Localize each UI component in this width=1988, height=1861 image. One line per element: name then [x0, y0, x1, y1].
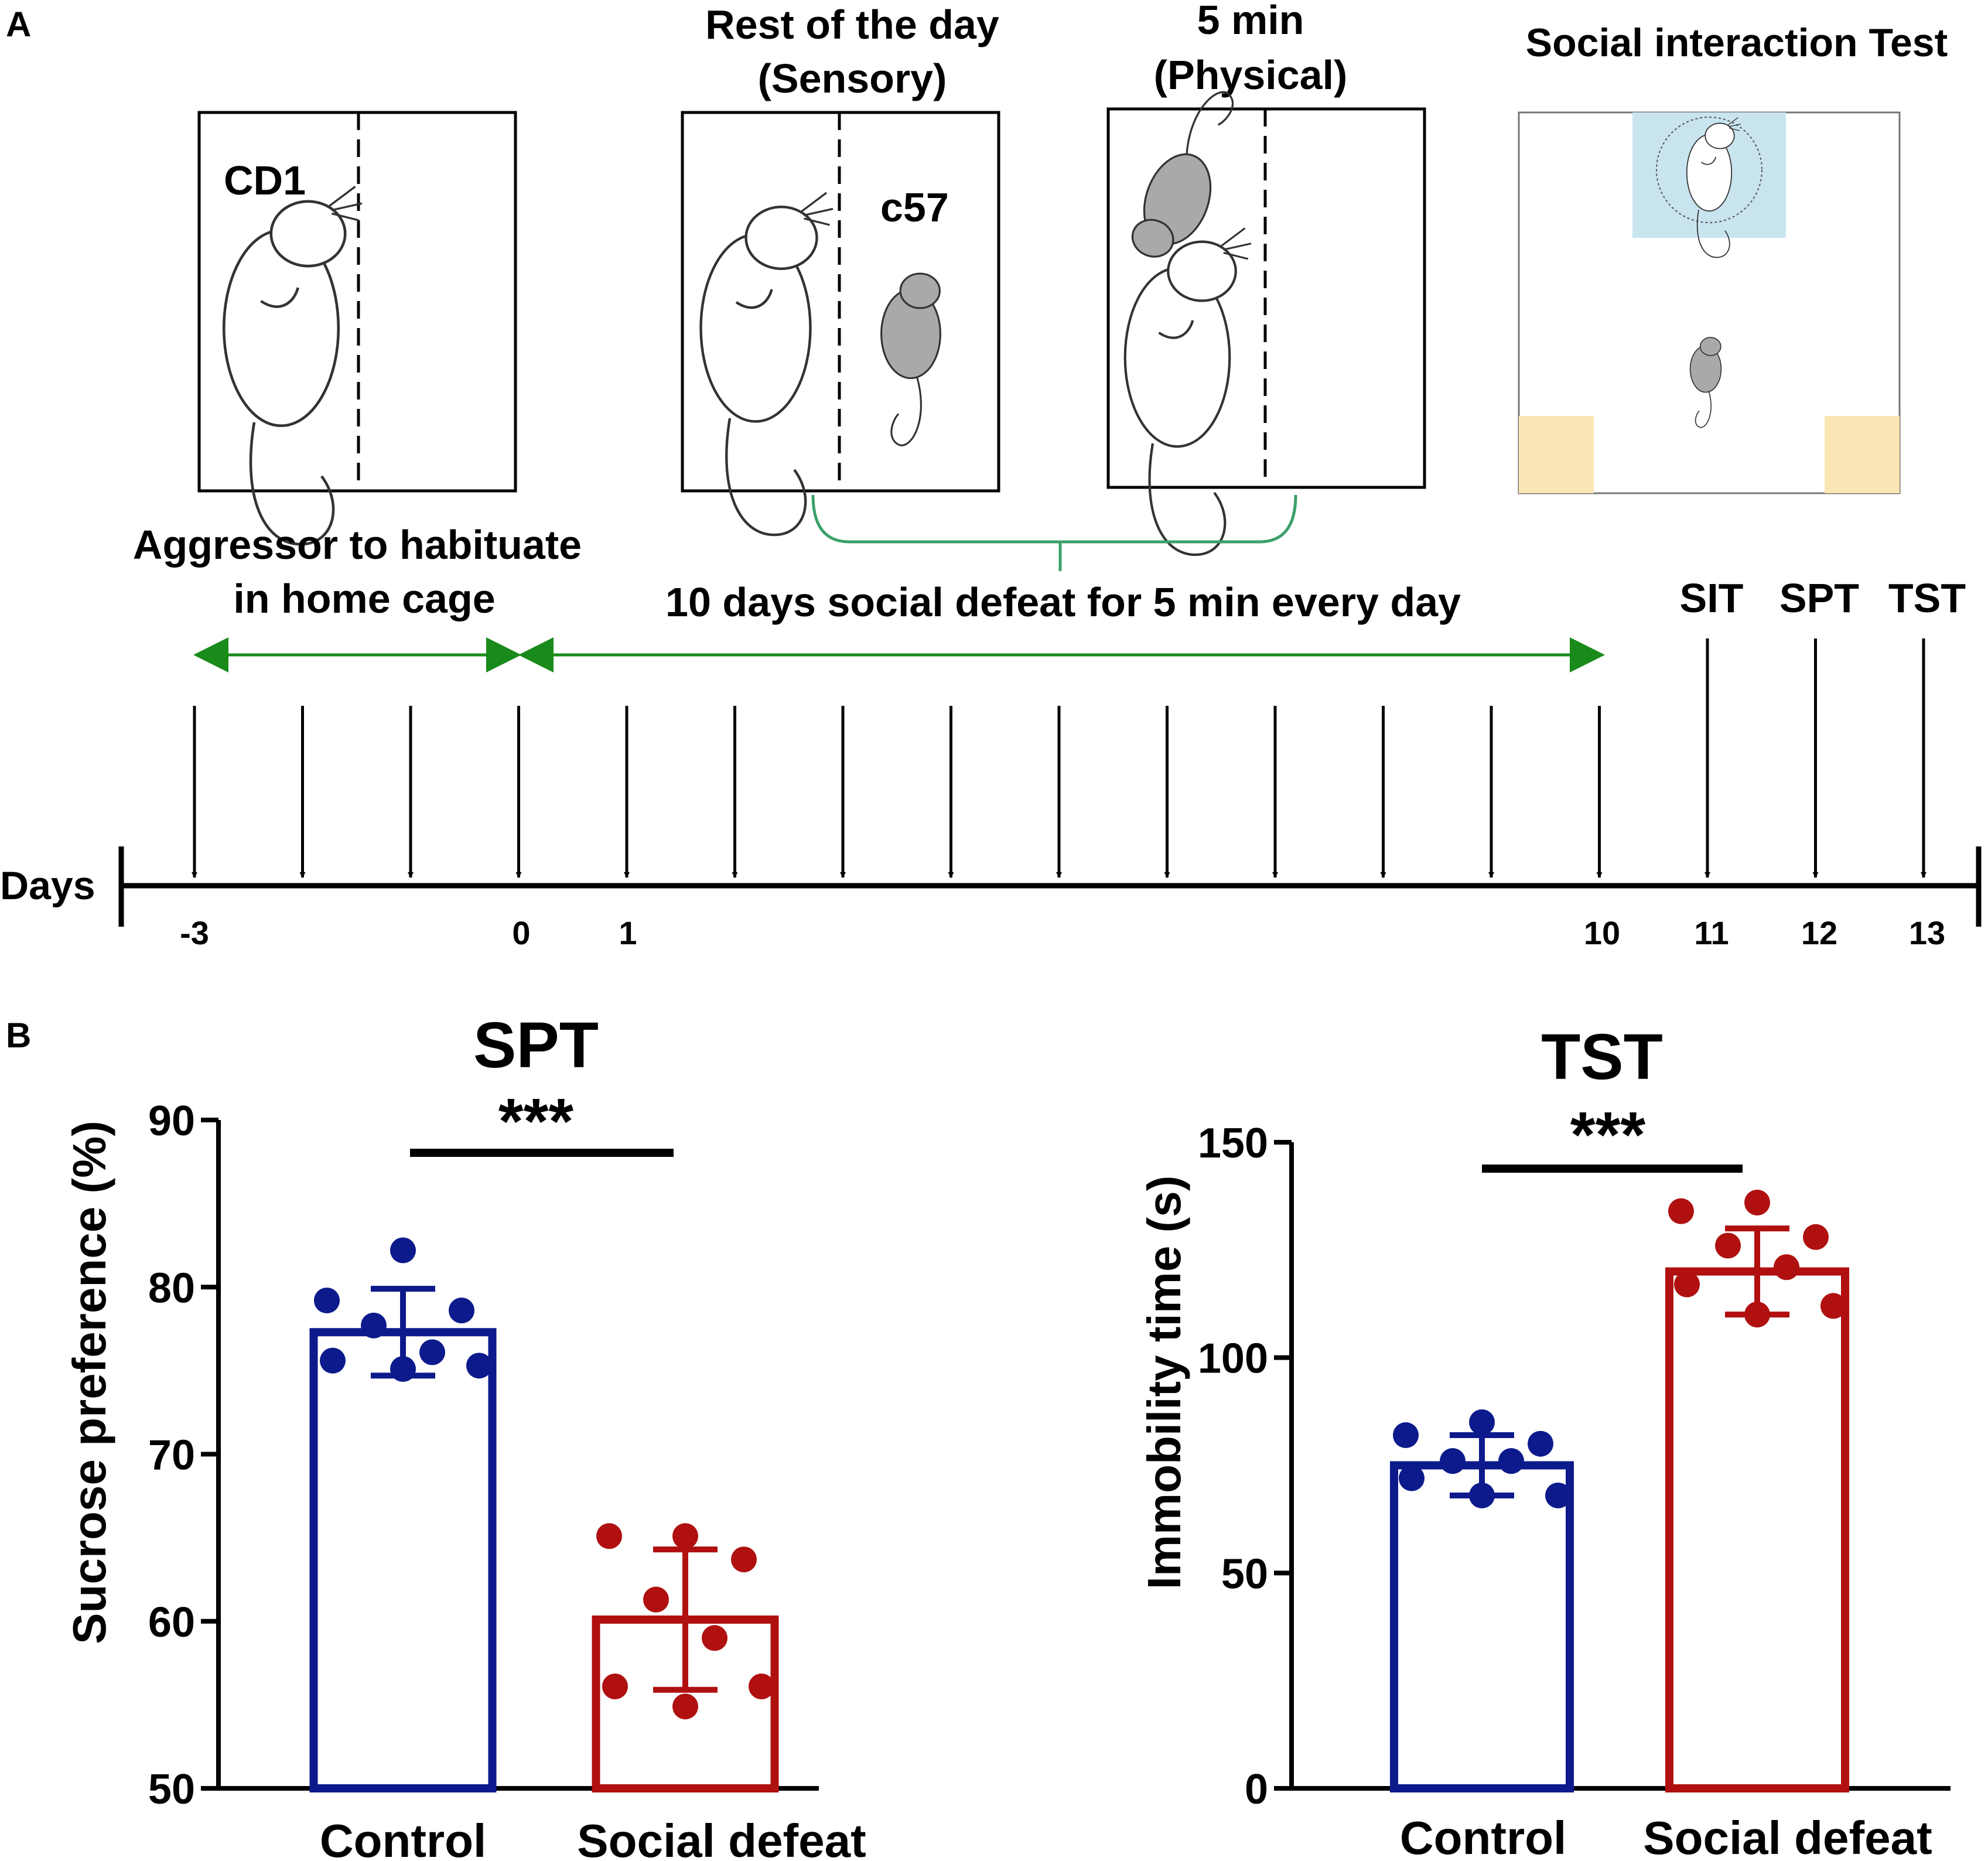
defeat-bracket [811, 494, 1297, 544]
data-point [731, 1546, 757, 1573]
y-tick-label: 60 [148, 1599, 195, 1646]
data-point [1744, 1302, 1770, 1328]
bar-control [1390, 1461, 1574, 1792]
x-tick-label: Social defeat [1643, 1812, 1932, 1861]
data-point [672, 1693, 698, 1720]
days-axis-label: Days [0, 863, 95, 908]
data-point [596, 1523, 622, 1549]
data-point [466, 1353, 492, 1379]
data-point [390, 1237, 416, 1264]
y-tick-label: 50 [1221, 1551, 1268, 1597]
sit-corner-zone-right [1825, 416, 1900, 493]
data-point [1545, 1482, 1571, 1508]
x-tick-label: Control [1400, 1812, 1566, 1861]
data-point [419, 1339, 445, 1365]
data-point [1469, 1409, 1495, 1435]
data-point [1399, 1465, 1425, 1491]
y-axis-label: Immobility time (s) [1138, 1176, 1190, 1590]
cage-c57-label: c57 [880, 185, 949, 230]
day-tick-label: 11 [1694, 914, 1729, 951]
data-point [1440, 1448, 1466, 1474]
data-point [1820, 1293, 1846, 1319]
data-point [1668, 1198, 1694, 1224]
data-point [672, 1523, 698, 1549]
data-point [1803, 1224, 1829, 1250]
data-point [1715, 1232, 1741, 1259]
test-label-tst: TST [1888, 575, 1966, 621]
habituate-text-line2: in home cage [233, 576, 495, 622]
y-tick-label: 0 [1245, 1766, 1268, 1813]
data-point [1498, 1448, 1524, 1474]
y-tick-label: 90 [148, 1098, 195, 1145]
y-tick-label: 80 [148, 1265, 195, 1312]
data-point [749, 1673, 774, 1699]
day-tick-label: 12 [1801, 914, 1837, 951]
data-point [602, 1673, 628, 1699]
data-point [1674, 1271, 1700, 1297]
y-tick-label: 150 [1198, 1120, 1268, 1167]
sit-cup [1656, 117, 1762, 223]
significance-stars: *** [1570, 1099, 1646, 1171]
data-point [1774, 1254, 1799, 1280]
data-point [1469, 1482, 1495, 1508]
physical-title-line2: (Physical) [1154, 52, 1348, 98]
panel-b-label: B [6, 1016, 31, 1055]
x-tick-label: Control [320, 1815, 486, 1861]
day-tick-label: 10 [1584, 914, 1620, 951]
y-tick-label: 50 [148, 1766, 195, 1813]
y-tick-label: 70 [148, 1432, 195, 1479]
significance-stars: *** [498, 1085, 574, 1157]
day-tick-label: -3 [180, 914, 209, 951]
day-tick-label: 0 [512, 914, 530, 951]
tst-chart: TST *** Immobility time (s) Control Soci… [1138, 1021, 1951, 1861]
sensory-title-line2: (Sensory) [758, 56, 947, 101]
sit-corner-zone-left [1519, 416, 1594, 493]
data-point [390, 1356, 416, 1382]
data-point [643, 1586, 669, 1613]
day-tick-label: 13 [1909, 914, 1945, 951]
panel-a-label: A [6, 5, 31, 44]
bar-social-defeat [1665, 1267, 1849, 1793]
test-label-sit: SIT [1680, 575, 1744, 621]
data-point [702, 1625, 727, 1651]
sit-title: Social interaction Test [1526, 21, 1948, 65]
day-tick-label: 1 [619, 914, 637, 951]
habituate-text-line1: Aggressor to habituate [133, 522, 582, 568]
data-point [449, 1297, 474, 1324]
x-tick-label: Social defeat [577, 1815, 866, 1861]
day-arrows [192, 638, 1926, 878]
bar-control [309, 1328, 497, 1793]
y-axis-label: Sucrose preference (%) [63, 1121, 115, 1644]
chart-title: SPT [473, 1009, 599, 1081]
chart-title: TST [1541, 1021, 1663, 1093]
physical-title-line1: 5 min [1197, 0, 1304, 43]
data-point [1528, 1430, 1553, 1457]
spt-chart: SPT *** Sucrose preference (%) Control S… [63, 1009, 866, 1861]
data-point [1744, 1189, 1770, 1215]
cage-cd1-label: CD1 [224, 158, 306, 203]
data-point [314, 1288, 340, 1314]
test-label-spt: SPT [1779, 575, 1859, 621]
y-tick-label: 100 [1198, 1336, 1268, 1382]
data-point [1393, 1422, 1419, 1449]
defeat-period-text: 10 days social defeat for 5 min every da… [665, 579, 1461, 625]
data-point [361, 1312, 387, 1338]
data-point [320, 1347, 346, 1374]
sensory-title-line1: Rest of the day [705, 2, 999, 47]
